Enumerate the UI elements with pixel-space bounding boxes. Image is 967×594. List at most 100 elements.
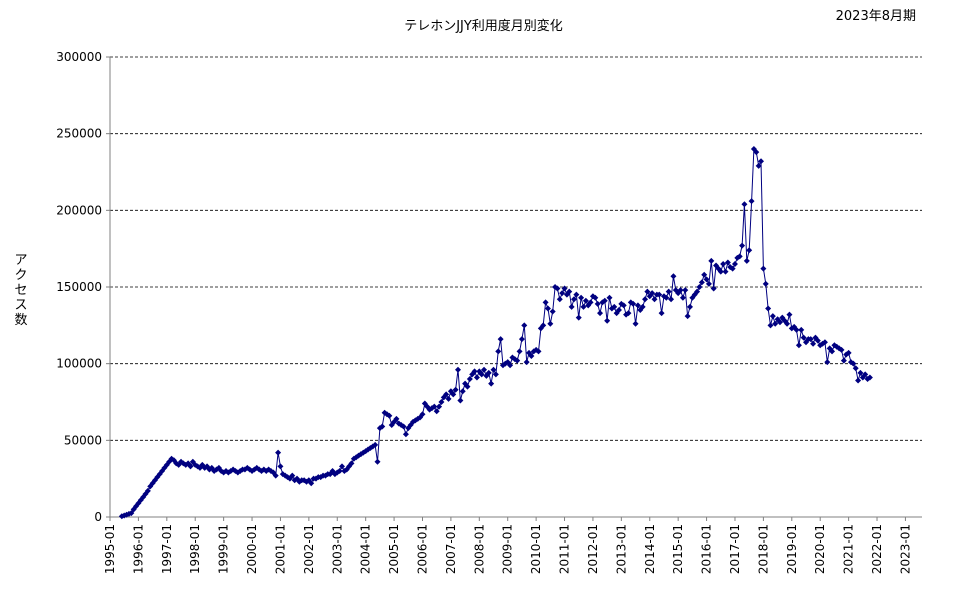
data-point	[547, 320, 554, 327]
data-point	[722, 268, 729, 275]
data-point	[535, 348, 542, 355]
data-point	[544, 305, 551, 312]
data-point	[372, 441, 379, 448]
data-point	[767, 322, 774, 329]
data-point	[289, 472, 296, 479]
data-point	[528, 353, 535, 359]
x-tick-label: 2018-01	[756, 524, 770, 574]
x-tick-label: 2013-01	[614, 524, 628, 574]
data-point	[561, 285, 568, 292]
y-tick-label: 150000	[56, 280, 102, 294]
data-point	[516, 348, 523, 355]
data-point	[554, 285, 561, 292]
data-point	[668, 296, 675, 303]
data-point	[419, 411, 426, 418]
y-axis-ticks: 0 50000 100000 150000 200000 250000 300000	[56, 50, 110, 524]
data-point	[746, 247, 753, 254]
data-point	[701, 271, 708, 278]
data-point	[642, 296, 649, 303]
chart-title: テレホンJJY利用度月別変化	[404, 19, 563, 34]
data-point	[393, 415, 400, 422]
data-point	[374, 458, 381, 465]
data-point	[824, 359, 831, 366]
data-point	[495, 348, 502, 355]
data-point	[339, 463, 345, 470]
data-point	[488, 380, 495, 387]
data-point	[729, 265, 736, 272]
data-point	[402, 431, 409, 438]
x-tick-label: 2008-01	[472, 524, 486, 574]
data-point	[658, 310, 665, 317]
data-point	[594, 300, 601, 307]
y-tick-label: 100000	[56, 357, 102, 371]
data-point	[682, 287, 689, 294]
data-point	[466, 376, 473, 382]
data-point	[471, 368, 478, 375]
data-point	[776, 319, 783, 326]
data-point	[604, 317, 611, 324]
y-tick-label: 250000	[56, 127, 102, 141]
x-tick-label: 2001-01	[273, 524, 287, 574]
x-tick-label: 1999-01	[217, 524, 231, 574]
y-tick-label: 300000	[56, 50, 102, 64]
data-point	[348, 460, 355, 467]
data-point	[464, 383, 471, 390]
data-point	[760, 265, 767, 272]
data-point	[518, 336, 525, 343]
x-tick-label: 2023-01	[898, 524, 912, 574]
data-point	[741, 201, 748, 208]
data-point	[582, 297, 589, 304]
y-tick-label: 0	[94, 510, 102, 524]
x-tick-label: 2000-01	[245, 524, 259, 574]
series-markers	[118, 146, 873, 520]
data-point	[765, 305, 772, 312]
data-point	[800, 334, 807, 341]
data-point	[497, 336, 504, 343]
data-point	[717, 268, 724, 275]
x-tick-label: 2014-01	[643, 524, 657, 574]
data-point	[807, 336, 814, 343]
data-point	[549, 308, 556, 315]
data-point	[445, 395, 452, 402]
data-point	[144, 487, 151, 494]
data-point	[485, 369, 492, 376]
x-tick-label: 2005-01	[387, 524, 401, 574]
x-tick-label: 2004-01	[359, 524, 373, 574]
data-point	[507, 362, 514, 369]
data-point	[649, 290, 656, 297]
data-point	[523, 359, 530, 366]
data-point	[559, 290, 566, 297]
data-point	[698, 279, 705, 286]
y-tick-label: 50000	[64, 433, 102, 447]
data-point	[814, 337, 821, 344]
data-point	[580, 303, 587, 310]
data-point	[665, 288, 672, 295]
data-point	[575, 314, 582, 321]
data-point	[187, 463, 194, 470]
x-tick-label: 1996-01	[131, 524, 145, 574]
data-point	[611, 303, 618, 310]
x-tick-label: 2016-01	[700, 524, 714, 574]
x-tick-label: 2003-01	[330, 524, 344, 574]
data-point	[473, 374, 480, 381]
data-point	[656, 291, 663, 298]
data-point	[736, 253, 743, 260]
data-point	[379, 423, 386, 430]
data-point	[762, 280, 769, 287]
data-point	[739, 242, 746, 249]
data-point	[308, 480, 315, 487]
data-point	[571, 296, 577, 303]
data-point	[521, 322, 528, 329]
x-tick-label: 1995-01	[103, 524, 117, 574]
data-point	[556, 296, 563, 303]
data-point	[694, 288, 701, 295]
data-point	[720, 261, 727, 267]
x-tick-label: 1998-01	[188, 524, 202, 574]
y-axis-title: アクセス数	[14, 253, 28, 328]
data-point	[634, 302, 641, 309]
data-point	[705, 280, 712, 287]
data-point	[784, 320, 791, 327]
data-point	[743, 257, 750, 264]
data-point	[852, 365, 859, 372]
